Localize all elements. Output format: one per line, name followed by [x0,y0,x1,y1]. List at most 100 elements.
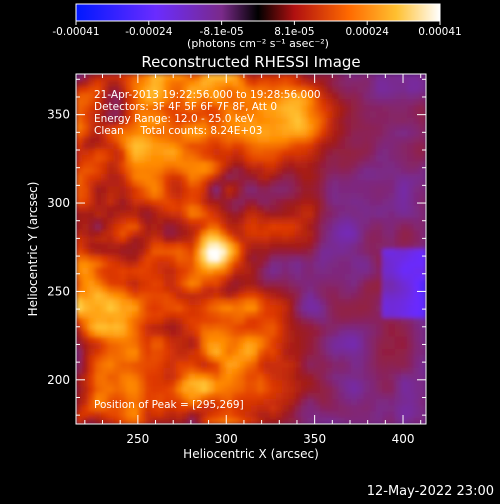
heatmap-cell [351,174,358,181]
heatmap-cell [188,342,196,350]
heatmap-cell [388,155,396,163]
heatmap-cell [401,342,408,350]
heatmap-cell [363,167,371,175]
heatmap-cell [257,236,265,244]
heatmap-cell [182,217,190,225]
heatmap-cell [76,417,83,424]
heatmap-cell [401,111,408,119]
heatmap-cell [113,211,121,219]
heatmap-cell [163,199,171,206]
heatmap-cell [213,242,221,250]
heatmap-cell [257,380,265,388]
heatmap-cell [176,80,183,88]
heatmap-cell [157,392,165,400]
heatmap-cell [101,199,108,206]
heatmap-cell [101,180,108,188]
heatmap-cell [288,249,296,256]
heatmap-cell [344,105,352,113]
heatmap-cell [238,149,246,156]
heatmap-cell [301,274,308,281]
heatmap-cell [313,167,321,175]
heatmap-cell [251,292,258,300]
heatmap-cell [188,392,196,400]
heatmap-cell [126,399,133,406]
heatmap-cell [219,155,227,163]
heatmap-cell [144,155,152,163]
heatmap-cell [82,74,90,81]
heatmap-cell [294,392,302,400]
heatmap-cell [232,292,240,300]
heatmap-cell [76,267,83,275]
heatmap-cell [113,280,121,288]
heatmap-cell [176,117,183,125]
heatmap-cell [151,149,158,156]
heatmap-cell [313,80,321,88]
heatmap-cell [407,261,415,269]
heatmap-cell [263,267,271,275]
heatmap-cell [119,286,127,294]
heatmap-cell [151,274,158,281]
heatmap-cell [144,330,152,338]
heatmap-cell [207,255,215,263]
heatmap-cell [357,386,365,394]
heatmap-cell [251,286,258,294]
heatmap-cell [169,192,177,200]
heatmap-cell [226,161,233,169]
heatmap-cell [226,99,233,106]
heatmap-cell [213,286,221,294]
heatmap-cell [182,199,190,206]
heatmap-cell [244,80,252,88]
heatmap-cell [194,349,202,356]
heatmap-cell [257,161,265,169]
heatmap-cell [88,236,96,244]
heatmap-cell [338,142,346,150]
heatmap-cell [82,311,90,319]
heatmap-cell [232,161,240,169]
heatmap-cell [113,142,121,150]
heatmap-cell [294,174,302,181]
heatmap-cell [369,355,377,363]
heatmap-cell [394,367,402,375]
heatmap-cell [219,211,227,219]
heatmap-cell [388,242,396,250]
heatmap-cell [101,149,108,156]
heatmap-cell [269,374,277,381]
heatmap-cell [169,130,177,138]
heatmap-cell [151,205,158,213]
heatmap-cell [213,292,221,300]
heatmap-cell [282,155,290,163]
heatmap-cell [344,324,352,331]
heatmap-cell [138,86,146,94]
heatmap-cell [132,111,140,119]
heatmap-cell [257,311,265,319]
heatmap-cell [82,380,90,388]
heatmap-cell [251,417,258,424]
heatmap-cell [301,99,308,106]
heatmap-cell [126,386,133,394]
heatmap-cell [351,130,358,138]
heatmap-cell [376,380,383,388]
heatmap-cell [407,211,415,219]
heatmap-cell [126,317,133,325]
heatmap-cell [301,342,308,350]
heatmap-cell [163,292,171,300]
heatmap-cell [76,336,83,344]
heatmap-cell [351,336,358,344]
heatmap-cell [401,180,408,188]
heatmap-cell [138,242,146,250]
heatmap-cell [213,317,221,325]
heatmap-cell [301,355,308,363]
heatmap-cell [338,180,346,188]
heatmap-cell [369,180,377,188]
heatmap-cell [338,392,346,400]
heatmap-cell [369,361,377,369]
heatmap-cell [132,211,140,219]
heatmap-cell [82,161,90,169]
heatmap-cell [113,86,121,94]
heatmap-cell [413,230,421,238]
heatmap-cell [188,255,196,263]
heatmap-cell [251,405,258,413]
heatmap-cell [313,280,321,288]
heatmap-cell [251,99,258,106]
heatmap-cell [407,161,415,169]
